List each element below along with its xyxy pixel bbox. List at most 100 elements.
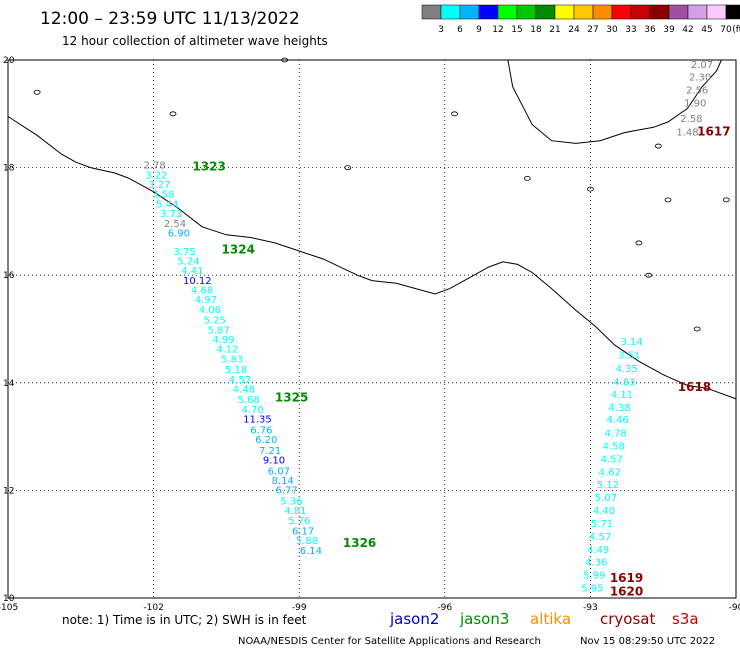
colorbar-label: 33 [625, 25, 636, 35]
page-subtitle: 12 hour collection of altimeter wave hei… [62, 34, 328, 48]
colorbar-label: 42 [682, 25, 693, 35]
wave-height-value: 6.17 [292, 527, 314, 538]
wave-height-value: 5.83 [221, 354, 243, 365]
colorbar-label: 3 [438, 25, 444, 35]
units-note: note: 1) Time is in UTC; 2) SWH is in fe… [62, 613, 307, 627]
wave-height-value: 5.76 [288, 516, 310, 527]
pass-time-label: 1618 [678, 380, 711, 394]
wave-height-value: 5.18 [225, 365, 247, 376]
island-outline [693, 326, 701, 332]
wave-height-value: 3.75 [174, 247, 196, 258]
wave-height-value: 4.06 [199, 305, 221, 316]
colorbar-swatch [516, 4, 537, 20]
wave-height-value: 4.41 [181, 266, 203, 277]
island-outline [635, 240, 643, 246]
latitude-tick-label: 20 [3, 56, 15, 66]
wave-height-value: 1.48 [676, 127, 698, 138]
wave-height-value: 8.14 [272, 476, 294, 487]
longitude-tick-label: -102 [143, 603, 163, 613]
wave-height-value: 3.22 [145, 170, 167, 181]
island-outline [281, 57, 289, 63]
wave-height-value: 5.88 [296, 536, 318, 547]
wave-height-value: 5.71 [591, 519, 613, 530]
satellite-legend-jason3: jason3 [459, 610, 509, 628]
colorbar-swatch [611, 4, 632, 20]
wave-height-value: 2.58 [680, 114, 702, 125]
colorbar-unit: (ft) [732, 25, 740, 35]
pass-time-label: 1617 [697, 124, 730, 138]
wave-height-value: 4.57 [229, 375, 251, 386]
longitude-tick-label: -99 [292, 603, 307, 613]
wave-height-value: 2.30 [689, 72, 711, 83]
colorbar-swatch [725, 4, 740, 20]
pass-time-label: 1323 [192, 159, 225, 173]
wave-height-value: 6.77 [275, 486, 297, 497]
island-outline [645, 272, 653, 278]
wave-height-value: 4.97 [195, 295, 217, 306]
wave-height-value: 6.20 [255, 435, 277, 446]
wave-height-value: 11.35 [243, 415, 272, 426]
footer-timestamp: Nov 15 08:29:50 UTC 2022 [580, 636, 715, 647]
wave-height-value: 4.40 [593, 506, 615, 517]
colorbar-label: 45 [701, 25, 712, 35]
wave-height-value: 5.68 [238, 395, 260, 406]
wave-height-value: 4.11 [611, 390, 633, 401]
colorbar-swatch [706, 4, 727, 20]
satellite-legend: jason2 jason3 altika cryosat s3a [389, 610, 699, 628]
pass-time-label: 1326 [343, 536, 376, 550]
footer-credit: NOAA/NESDIS Center for Satellite Applica… [238, 636, 541, 647]
wave-height-value: 4.58 [603, 442, 625, 453]
colorbar-label: 9 [476, 25, 482, 35]
wave-height-value: 2.07 [691, 60, 713, 71]
wave-height-value: 3.14 [621, 337, 643, 348]
satellite-legend-cryosat: cryosat [600, 610, 655, 628]
wave-height-value: 5.24 [177, 256, 199, 267]
colorbar-label: 30 [606, 25, 618, 35]
island-outline [169, 111, 177, 117]
wave-height-value: 4.36 [585, 558, 607, 569]
wave-height-value: 2.56 [686, 85, 708, 96]
wave-height-value: 5.95 [581, 584, 603, 595]
wave-height-value: 4.83 [613, 377, 635, 388]
colorbar-label: 15 [511, 25, 522, 35]
colorbar-swatch [573, 4, 594, 20]
wave-height-value: 4.78 [605, 429, 627, 440]
axis-ticks: -105 -102 -99 -96 -93 -90 20 18 16 14 12 10 [0, 56, 740, 613]
colorbar-label: 70 [720, 25, 732, 35]
island-outline [451, 111, 458, 117]
colorbar-swatch [687, 4, 708, 20]
longitude-tick-label: -90 [729, 603, 740, 613]
colorbar-label: 12 [492, 25, 503, 35]
longitude-tick-label: -93 [583, 603, 598, 613]
latitude-tick-label: 10 [3, 594, 15, 604]
colorbar-swatch [421, 4, 442, 20]
latitude-tick-label: 14 [3, 379, 15, 389]
wave-height-value: 4.12 [216, 345, 238, 356]
coastline [7, 57, 737, 400]
wave-height-value: 4.81 [284, 506, 306, 517]
wave-height-value: 3.58 [152, 190, 174, 201]
longitude-tick-label: -96 [437, 603, 452, 613]
page-title: 12:00 – 23:59 UTC 11/13/2022 [40, 9, 300, 29]
island-outline [654, 143, 662, 149]
colorbar-swatch [630, 4, 651, 20]
colorbar-label: 6 [457, 25, 463, 35]
latitude-tick-label: 12 [3, 486, 14, 496]
colorbar-swatch [649, 4, 670, 20]
latitude-tick-label: 16 [3, 271, 15, 281]
wave-height-value: 3.27 [148, 180, 170, 191]
wave-height-value: 6.76 [250, 425, 272, 436]
wave-height-value: 6.90 [168, 228, 190, 239]
pass-time-label: 1619 [610, 571, 643, 585]
colorbar-label: 27 [587, 25, 598, 35]
island-outline [33, 89, 41, 95]
colorbar-label: 21 [549, 25, 560, 35]
colorbar-label: 39 [663, 25, 675, 35]
wave-height-value: 5.36 [280, 496, 302, 507]
satellite-legend-altika: altika [530, 610, 571, 628]
pass-time-label: 1324 [222, 243, 255, 257]
wave-height-value: 4.57 [589, 532, 611, 543]
wave-height-value: 5.87 [208, 325, 230, 336]
wave-height-value: 2.78 [143, 161, 165, 172]
